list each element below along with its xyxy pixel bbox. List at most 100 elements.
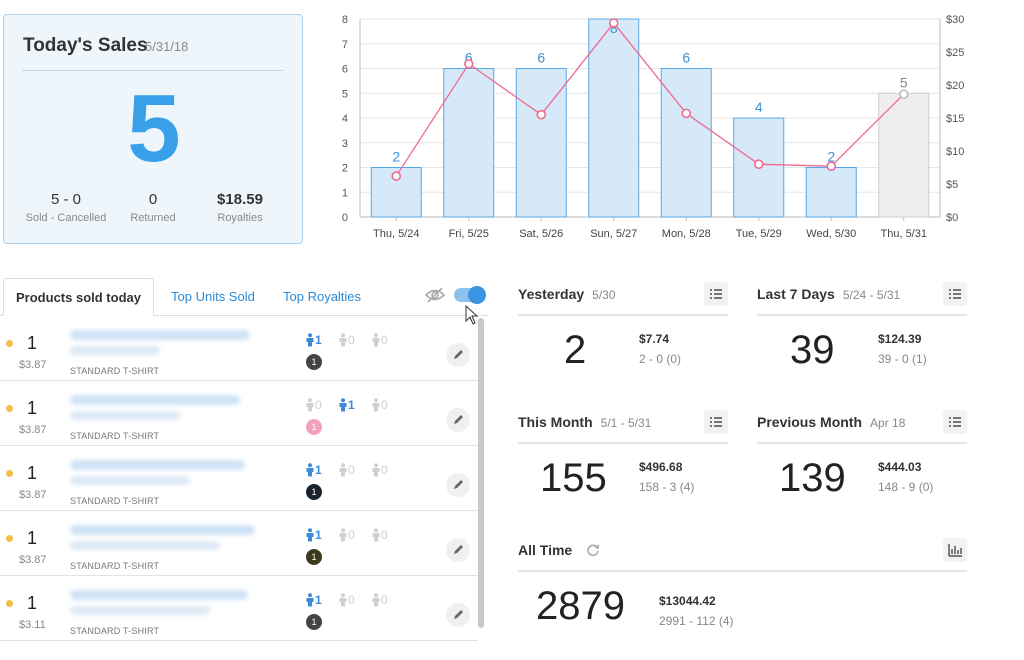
royalties-point — [608, 18, 619, 28]
fit-count: 0 — [381, 528, 388, 542]
blurred-product-title[interactable] — [70, 460, 245, 470]
mens-fit-count: 1 — [305, 462, 322, 478]
fit-count: 1 — [315, 593, 322, 607]
edit-button[interactable] — [446, 603, 470, 627]
product-row[interactable]: 1 $3.11 STANDARD T-SHIRT 1 0 0 1 — [0, 576, 478, 641]
royalties-point — [826, 161, 837, 171]
product-price: $3.87 — [19, 359, 47, 371]
eye-slash-icon[interactable] — [425, 287, 445, 303]
list-icon[interactable] — [704, 282, 728, 306]
royalties-stat: $18.59 Royalties — [190, 191, 290, 224]
product-row[interactable]: 1 $3.87 STANDARD T-SHIRT 1 0 0 1 — [0, 511, 478, 576]
y-tick-label: 5 — [342, 88, 348, 100]
y-tick-label: 0 — [342, 212, 348, 224]
sold-cancelled-value: 5 - 0 — [50, 191, 81, 208]
youth-fit-count: 0 — [371, 527, 388, 543]
person-icon — [372, 528, 380, 542]
bar-data-label: 6 — [682, 50, 690, 66]
x-tick-label: Sat, 5/26 — [519, 228, 563, 240]
bar-data-label: 8 — [610, 20, 618, 36]
products-list: 1 $3.87 STANDARD T-SHIRT 1 0 0 1 1 $3.87 STANDARD… — [0, 316, 478, 646]
person-icon — [339, 528, 347, 542]
y2-tick-label: $25 — [946, 47, 964, 59]
stat-royalties: $124.39 — [878, 332, 922, 346]
blurred-product-brand — [70, 346, 160, 355]
y-tick-label: 4 — [342, 113, 348, 125]
edit-button[interactable] — [446, 408, 470, 432]
person-icon — [372, 333, 380, 347]
stat-title-text: Yesterday — [518, 286, 585, 302]
product-row[interactable]: 1 $3.87 STANDARD T-SHIRT 0 1 0 1 — [0, 381, 478, 446]
tab-top-royalties[interactable]: Top Royalties — [283, 289, 362, 304]
stat-subtitle: 5/30 — [592, 288, 616, 302]
tab-products-sold-today[interactable]: Products sold today — [3, 278, 154, 316]
divider — [757, 442, 967, 444]
person-icon — [306, 528, 314, 542]
fit-count: 1 — [315, 528, 322, 542]
refresh-icon[interactable] — [586, 543, 600, 557]
blurred-product-title[interactable] — [70, 330, 250, 340]
divider — [518, 442, 728, 444]
person-icon — [306, 593, 314, 607]
hide-details-toggle[interactable] — [454, 286, 486, 304]
y-tick-label: 6 — [342, 64, 348, 76]
stat-detail: 148 - 9 (0) — [878, 480, 934, 494]
list-icon[interactable] — [943, 410, 967, 434]
blurred-product-brand — [70, 476, 190, 485]
daily-sales-chart: 0 1 2 3 4 5 6 7 8 $0 $5 $10 $15 $20 $25 $30 Thu, 5/24 2 Fr… — [342, 14, 964, 240]
stat-title: All Time — [518, 542, 600, 558]
bar-data-label: 6 — [465, 50, 473, 66]
product-price: $3.87 — [19, 554, 47, 566]
pencil-icon — [454, 610, 463, 619]
royalties-point — [391, 171, 402, 181]
status-dot — [6, 340, 13, 347]
stat-units: 139 — [779, 456, 846, 500]
stat-units: 39 — [790, 328, 835, 372]
product-row[interactable]: 1 $3.87 STANDARD T-SHIRT 1 0 0 1 — [0, 316, 478, 381]
person-icon — [339, 593, 347, 607]
color-count-badge: 1 — [306, 484, 322, 500]
fit-count: 0 — [381, 333, 388, 347]
products-scrollbar[interactable] — [478, 318, 484, 628]
royalties-point — [536, 109, 547, 120]
y2-tick-label: $20 — [946, 80, 964, 92]
sold-cancelled-label: Sold - Cancelled — [25, 212, 107, 224]
person-icon — [339, 398, 347, 412]
blurred-product-title[interactable] — [70, 590, 248, 600]
royalties-point — [681, 108, 692, 119]
y-tick-label: 3 — [342, 138, 348, 150]
list-icon[interactable] — [943, 282, 967, 306]
pencil-icon — [454, 350, 463, 359]
mens-fit-count: 1 — [305, 332, 322, 348]
status-dot — [6, 470, 13, 477]
y2-tick-label: $5 — [946, 179, 958, 191]
fit-count: 0 — [381, 398, 388, 412]
royalties-label: Royalties — [217, 212, 263, 224]
blurred-product-brand — [70, 541, 220, 550]
edit-button[interactable] — [446, 343, 470, 367]
bar-data-label: 2 — [827, 149, 835, 165]
color-count-badge: 1 — [306, 549, 322, 565]
bar-chart-icon[interactable] — [943, 538, 967, 562]
blurred-product-title[interactable] — [70, 525, 255, 535]
stat-title-text: All Time — [518, 542, 573, 558]
stat-units: 2879 — [536, 584, 625, 628]
royalties-point — [898, 89, 909, 100]
stat-detail: 2991 - 112 (4) — [659, 614, 734, 628]
product-row[interactable]: 1 $3.87 STANDARD T-SHIRT 1 0 0 1 — [0, 446, 478, 511]
stat-yesterday: Yesterday 5/30 2 $7.74 2 - 0 (0) — [518, 278, 728, 394]
y-tick-label: 8 — [342, 14, 348, 26]
pencil-icon — [454, 545, 463, 554]
product-qty: 1 — [27, 333, 38, 353]
royalties-point — [753, 159, 764, 169]
edit-button[interactable] — [446, 538, 470, 562]
blurred-product-title[interactable] — [70, 395, 240, 405]
y2-tick-label: $15 — [946, 113, 964, 125]
tab-top-units-sold[interactable]: Top Units Sold — [171, 289, 255, 304]
stat-subtitle: Apr 18 — [870, 416, 906, 430]
edit-button[interactable] — [446, 473, 470, 497]
stat-detail: 2 - 0 (0) — [639, 352, 682, 366]
divider — [518, 314, 728, 316]
list-icon[interactable] — [704, 410, 728, 434]
pencil-icon — [454, 415, 463, 424]
